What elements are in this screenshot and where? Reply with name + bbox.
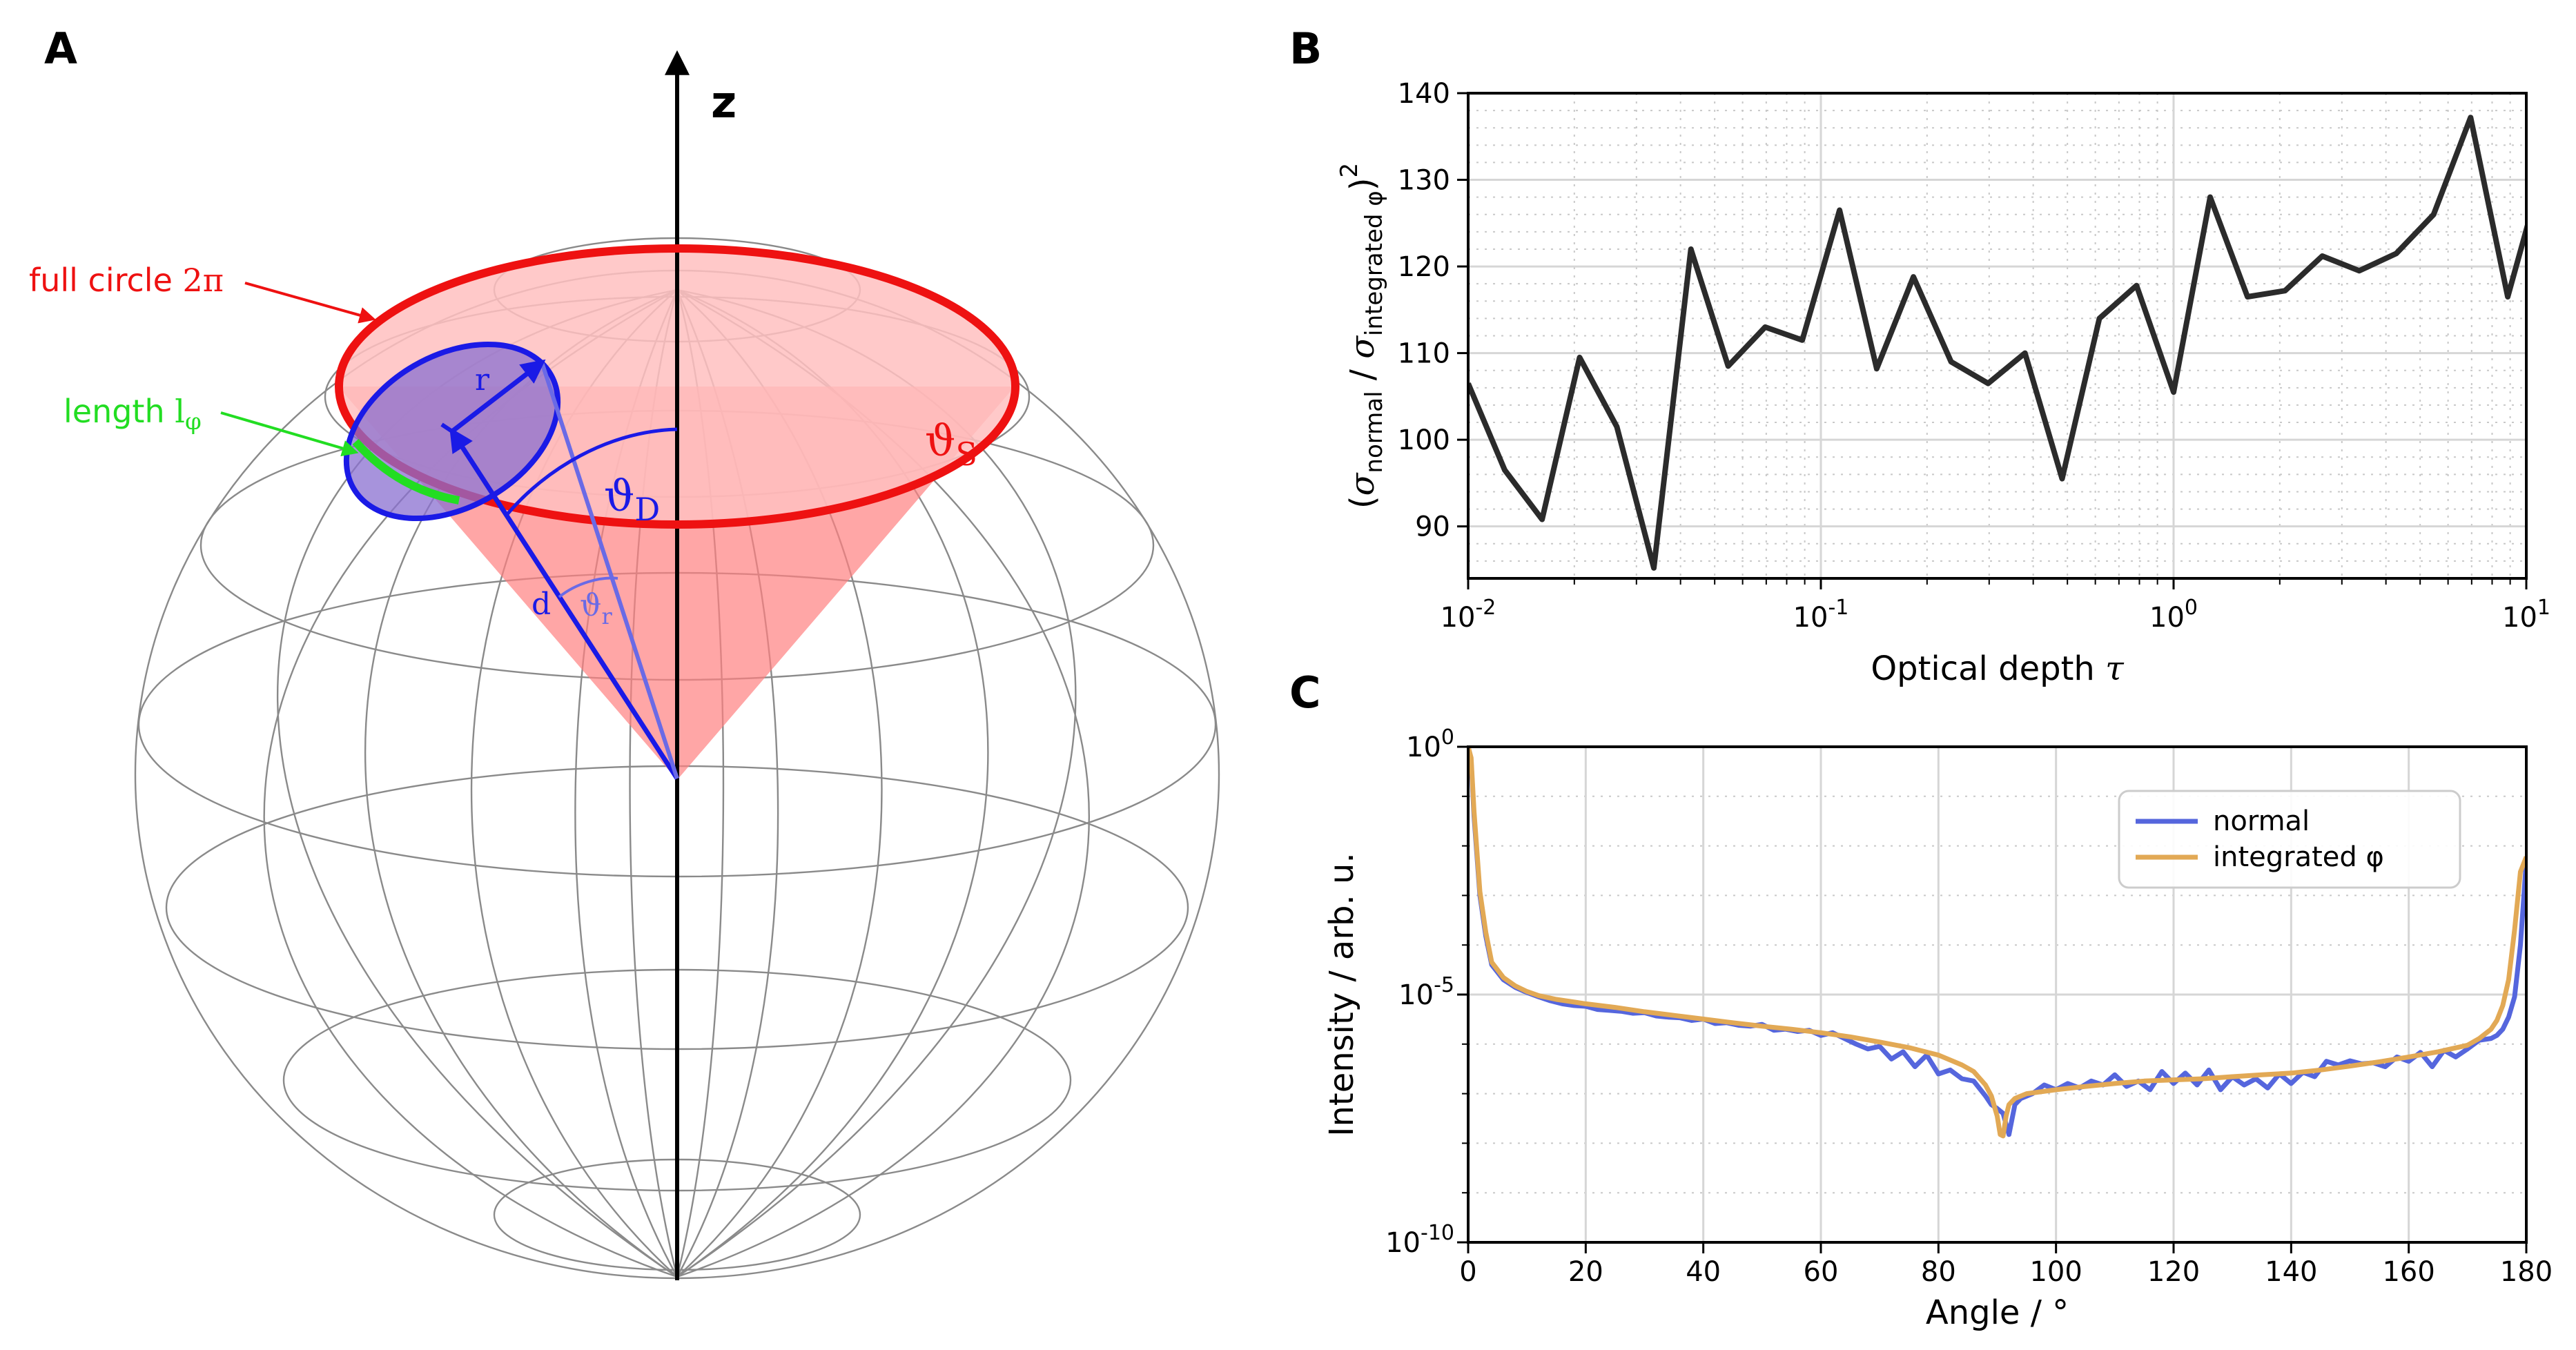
x-tick-label: 160 — [2382, 1256, 2434, 1288]
chart-b: 10-2 10-1 100 101 90 100 110 120 130 140 Optical d… — [1336, 78, 2550, 688]
theta-r-label: ϑr — [580, 588, 612, 629]
x-tick-label: 0 — [1459, 1256, 1476, 1288]
length-annotation: length lφ — [64, 393, 359, 457]
y-tick-label: 90 — [1415, 511, 1450, 543]
y-tick-label: 140 — [1398, 78, 1450, 110]
vector-light — [540, 362, 679, 779]
data-point — [1875, 367, 1878, 370]
x-axis-title: Optical depth τ — [1871, 649, 2125, 688]
svg-text:length lφ: length lφ — [64, 393, 202, 436]
x-tick-label: 60 — [1804, 1256, 1839, 1288]
data-point — [2060, 478, 2063, 480]
z-axis-label: z — [711, 77, 736, 128]
data-point — [2098, 317, 2100, 320]
full-circle-ring — [335, 244, 1019, 529]
panel-c: C 0 20 40 60 80 100 120 140 160 180 100 10-5 10-10 An… — [1289, 667, 2553, 1332]
data-point — [2506, 295, 2509, 298]
data-point — [2283, 289, 2286, 292]
y-tick-label: 110 — [1398, 338, 1450, 370]
x-axis-title: Angle / ° — [1926, 1293, 2069, 1332]
data-point — [1838, 208, 1841, 211]
data-point — [1987, 382, 1989, 385]
data-point — [2432, 213, 2435, 216]
data-point — [1801, 339, 1804, 342]
plot-frame — [1467, 92, 2528, 580]
series-line — [1468, 115, 2526, 571]
data-point — [2246, 295, 2249, 298]
data-point — [1652, 567, 1655, 569]
data-point — [1541, 518, 1543, 521]
y-axis-title: (σnormal / σintegrated φ)2 — [1336, 163, 1388, 509]
panel-a-letter: A — [44, 23, 77, 74]
data-point — [1578, 356, 1581, 359]
svg-text:full circle 2π: full circle 2π — [29, 262, 224, 299]
series-line-integrated — [1468, 747, 2526, 1139]
data-point — [1727, 364, 1730, 367]
x-tick-label: 100 — [2029, 1256, 2082, 1288]
r-label: r — [475, 362, 490, 398]
chart-c: 0 20 40 60 80 100 120 140 160 180 100 10-5 10-10 Angl… — [1323, 725, 2553, 1332]
data-point — [2395, 252, 2398, 255]
data-point — [1950, 360, 1953, 363]
data-point — [2024, 352, 2027, 355]
x-tick-label: 180 — [2500, 1256, 2553, 1288]
x-tick-label: 80 — [1921, 1256, 1956, 1288]
y-axis-title: Intensity / arb. u. — [1323, 852, 1361, 1136]
data-point — [2172, 391, 2175, 393]
theta-r-arc — [558, 576, 618, 598]
y-tick-label: 100 — [1406, 725, 1454, 763]
y-tick-label: 130 — [1398, 165, 1450, 197]
x-tick-label: 10-1 — [1793, 596, 1849, 634]
d-label: d — [531, 587, 551, 622]
theta-d-arc — [506, 427, 678, 516]
y-tick-label: 10-5 — [1398, 973, 1454, 1011]
data-point — [2358, 269, 2361, 272]
vector-r — [450, 359, 546, 433]
data-point — [2209, 196, 2212, 199]
x-tick-label: 40 — [1686, 1256, 1721, 1288]
legend-label: integrated φ — [2213, 841, 2384, 873]
panel-c-letter: C — [1289, 667, 1321, 718]
x-tick-label: 120 — [2147, 1256, 2200, 1288]
data-point — [2321, 255, 2323, 257]
data-point — [1912, 275, 1915, 278]
x-tick-label: 10-2 — [1441, 596, 1496, 634]
y-tick-label: 100 — [1398, 424, 1450, 456]
data-point — [1690, 248, 1692, 251]
theta-d-label: ϑD — [604, 471, 660, 528]
legend-box — [2118, 790, 2461, 889]
data-point — [2135, 284, 2138, 287]
y-tick-label: 10-10 — [1385, 1221, 1454, 1259]
data-point — [1764, 326, 1766, 329]
theta-s-label: ϑS — [925, 415, 977, 473]
x-tick-label: 140 — [2265, 1256, 2317, 1288]
x-tick-label: 20 — [1568, 1256, 1603, 1288]
y-tick-label: 120 — [1398, 251, 1450, 283]
panel-b: B 10-2 10-1 100 101 90 100 110 120 130 140 Optical… — [1289, 23, 2550, 688]
full-circle-annotation: full circle 2π — [29, 262, 376, 324]
x-tick-label: 101 — [2502, 596, 2550, 634]
legend-label: normal — [2213, 805, 2310, 837]
panel-a: A — [29, 23, 1220, 1280]
legend: normal integrated φ — [2118, 790, 2461, 889]
data-point — [2469, 116, 2472, 119]
data-point — [1503, 469, 1506, 471]
data-point — [1615, 425, 1618, 428]
panel-b-letter: B — [1289, 23, 1322, 74]
arc-length-segment — [352, 438, 460, 505]
vector-d — [449, 427, 679, 780]
center-cross — [440, 422, 464, 440]
x-tick-label: 100 — [2149, 596, 2198, 634]
